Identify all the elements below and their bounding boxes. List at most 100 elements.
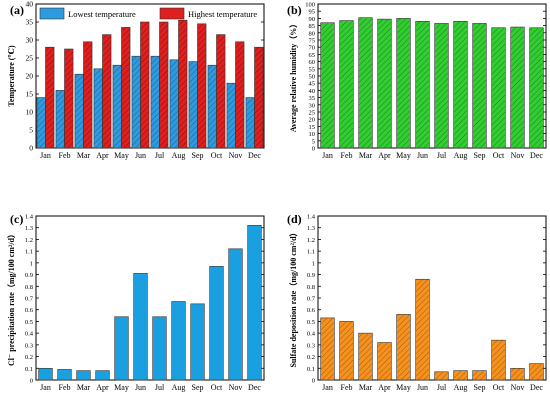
- y-tick-label-a: 25: [26, 54, 34, 63]
- bar-c-s0: [114, 316, 129, 381]
- x-tick-label-c: Sep: [192, 383, 204, 392]
- x-tick-label-a: Jul: [155, 151, 165, 160]
- bar-c-s0: [76, 370, 91, 381]
- bar-b-s0: [472, 23, 487, 149]
- bar-d-s0: [510, 367, 525, 381]
- bar-a-s1: [121, 27, 131, 149]
- x-tick-label-a: Nov: [229, 151, 243, 160]
- y-tick-label-b: 30: [309, 102, 316, 109]
- y-tick-label-b: 15: [309, 124, 316, 131]
- bar-b-s0: [453, 20, 468, 149]
- x-tick-label-b: Jan: [322, 151, 333, 160]
- bar-a-s0: [112, 64, 122, 149]
- y-tick-label-c: 0.2: [25, 354, 33, 361]
- bar-c-s0: [57, 369, 72, 381]
- y-tick-label-a: 30: [26, 36, 34, 45]
- bar-c-s0: [228, 248, 243, 381]
- y-tick-label-d: 1.2: [307, 237, 315, 244]
- bar-b-s0: [491, 27, 506, 149]
- x-tick-label-d: Feb: [341, 383, 353, 392]
- y-tick-label-c: 0.8: [25, 284, 33, 291]
- y-tick-label-b: 80: [309, 30, 316, 37]
- bar-b-s0: [320, 22, 335, 149]
- bar-b-s0: [434, 23, 449, 149]
- x-tick-label-d: Jul: [437, 383, 447, 392]
- y-tick-label-b: 95: [309, 9, 316, 16]
- x-tick-label-d: Apr: [378, 383, 391, 392]
- bar-a-s1: [197, 23, 207, 149]
- x-tick-label-d: Nov: [511, 383, 525, 392]
- panel-label-a: (a): [10, 3, 24, 17]
- bar-a-s0: [36, 97, 46, 149]
- bar-a-s1: [159, 21, 169, 149]
- y-tick-label-d: 1.3: [307, 225, 315, 232]
- x-tick-label-b: Oct: [493, 151, 505, 160]
- y-tick-label-d: 1.1: [307, 249, 315, 256]
- x-tick-label-d: Jun: [417, 383, 428, 392]
- y-tick-label-c: 0.9: [25, 272, 33, 279]
- bar-d-s0: [491, 339, 506, 381]
- y-tick-label-b: 5: [312, 138, 315, 145]
- y-tick-label-a: 5: [29, 126, 33, 135]
- y-axis-label-b: Average relative humidity（%）: [288, 20, 298, 133]
- x-tick-label-b: Apr: [378, 151, 391, 160]
- y-tick-label-d: 0: [312, 378, 315, 385]
- x-tick-label-c: Aug: [172, 383, 186, 392]
- x-tick-label-a: Aug: [172, 151, 186, 160]
- x-tick-label-a: Jan: [40, 151, 51, 160]
- y-tick-label-d: 0.9: [307, 272, 315, 279]
- bar-a-s0: [188, 61, 198, 149]
- legend-swatch-1: [159, 7, 185, 20]
- bar-a-s0: [207, 64, 217, 149]
- x-tick-label-d: May: [396, 383, 411, 392]
- x-tick-label-d: Aug: [454, 383, 468, 392]
- bar-d-s0: [453, 370, 468, 381]
- x-tick-label-c: Nov: [229, 383, 243, 392]
- x-tick-label-d: Mar: [359, 383, 373, 392]
- bar-b-s0: [415, 20, 430, 149]
- bar-a-s0: [74, 73, 84, 149]
- bar-d-s0: [396, 314, 411, 381]
- x-tick-label-b: Sep: [474, 151, 486, 160]
- bar-a-s1: [140, 21, 150, 149]
- bar-c-s0: [209, 266, 224, 381]
- x-tick-label-b: Mar: [359, 151, 373, 160]
- x-tick-label-d: Oct: [493, 383, 505, 392]
- y-tick-label-d: 0.7: [307, 296, 316, 303]
- x-tick-label-c: Oct: [211, 383, 223, 392]
- y-tick-label-d: 0.4: [307, 331, 316, 338]
- y-tick-label-d: 0.3: [307, 342, 315, 349]
- y-tick-label-d: 0.1: [307, 366, 315, 373]
- y-tick-label-c: 1: [30, 260, 33, 267]
- legend-label-1: Highest temperature: [188, 9, 257, 19]
- y-tick-label-a: 15: [26, 90, 34, 99]
- y-tick-label-b: 60: [309, 59, 316, 66]
- bar-d-s0: [415, 278, 430, 381]
- x-tick-label-c: Feb: [59, 383, 71, 392]
- x-tick-label-c: Jan: [40, 383, 51, 392]
- x-tick-label-b: Jun: [417, 151, 428, 160]
- y-tick-label-c: 0.3: [25, 342, 33, 349]
- x-tick-label-d: Sep: [474, 383, 486, 392]
- bar-a-s1: [216, 34, 226, 149]
- bar-b-s0: [377, 18, 392, 149]
- y-tick-label-d: 1: [312, 260, 315, 267]
- panel-c: 0 0.1 0.2 0.3 0.4 0.5 0.6 0.7 0.8 0.9 1 1.1 1.2 1.3 1.…: [6, 212, 265, 392]
- y-tick-label-b: 40: [309, 88, 316, 95]
- y-tick-label-b: 85: [309, 23, 316, 30]
- x-tick-label-a: Jun: [135, 151, 146, 160]
- x-tick-label-a: Sep: [192, 151, 204, 160]
- y-tick-label-b: 50: [309, 74, 316, 81]
- bar-a-s1: [102, 34, 112, 149]
- x-tick-label-c: Dec: [248, 383, 261, 392]
- y-tick-label-d: 0.5: [307, 319, 315, 326]
- x-tick-label-a: Dec: [248, 151, 261, 160]
- x-tick-label-a: Oct: [211, 151, 223, 160]
- x-tick-label-b: May: [396, 151, 411, 160]
- y-tick-label-b: 90: [309, 16, 316, 23]
- bar-c-s0: [152, 316, 167, 381]
- bar-a-s0: [131, 55, 141, 149]
- y-tick-label-c: 0.5: [25, 319, 33, 326]
- x-tick-label-c: Mar: [77, 383, 91, 392]
- panel-label-b: (b): [287, 3, 302, 17]
